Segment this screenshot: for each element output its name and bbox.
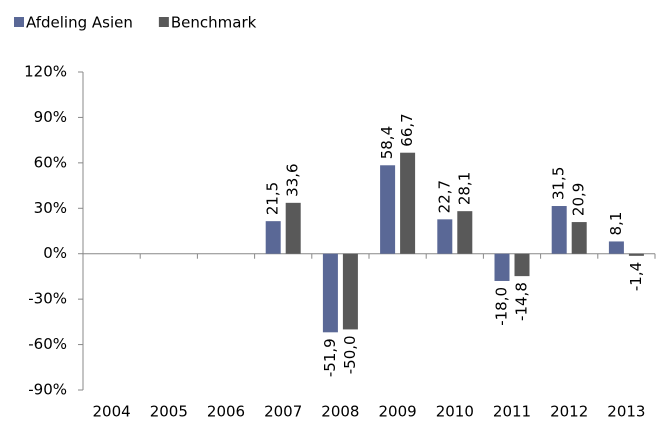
x-tick-label: 2008	[321, 403, 359, 421]
legend-swatch	[14, 17, 24, 27]
bar	[285, 202, 301, 254]
y-tick-label: -60%	[28, 335, 67, 353]
value-label: -14,8	[513, 282, 531, 321]
value-label: -18,0	[493, 287, 511, 326]
x-tick-label: 2005	[150, 403, 188, 421]
value-label: 22,7	[435, 180, 453, 213]
bar	[494, 253, 510, 281]
value-label: -1,4	[627, 262, 645, 291]
legend-label: Benchmark	[171, 14, 257, 32]
value-label: -51,9	[321, 338, 339, 377]
bar	[322, 253, 338, 333]
value-label: 21,5	[264, 182, 282, 215]
y-tick-label: -30%	[28, 290, 67, 308]
x-tick-label: 2012	[550, 403, 588, 421]
value-label: 31,5	[550, 167, 568, 200]
bar	[342, 253, 358, 330]
bar	[628, 253, 644, 256]
x-tick-label: 2006	[207, 403, 245, 421]
y-tick-label: -90%	[28, 381, 67, 399]
value-label: 66,7	[398, 113, 416, 146]
bar	[437, 219, 453, 254]
x-tick-label: 2009	[379, 403, 417, 421]
legend-swatch	[158, 17, 169, 27]
value-label: 28,1	[455, 172, 473, 205]
value-label: 58,4	[378, 126, 396, 159]
value-label: 33,6	[284, 163, 302, 196]
legend-label: Afdeling Asien	[26, 14, 133, 32]
bar	[514, 253, 530, 277]
x-tick-label: 2007	[264, 403, 302, 421]
x-tick-label: 2011	[493, 403, 531, 421]
bar	[608, 241, 624, 254]
y-tick-label: 30%	[34, 199, 67, 217]
x-tick-label: 2013	[607, 403, 645, 421]
y-tick-label: 120%	[24, 63, 67, 81]
bar	[457, 211, 473, 254]
x-tick-label: 2004	[93, 403, 131, 421]
y-tick-label: 60%	[34, 153, 67, 171]
y-tick-label: 0%	[43, 244, 67, 262]
bar	[400, 152, 416, 254]
bar	[265, 221, 281, 254]
value-label: -50,0	[341, 335, 359, 374]
bar	[380, 165, 396, 254]
value-label: 8,1	[607, 212, 625, 236]
bar	[571, 222, 587, 254]
x-tick-label: 2010	[436, 403, 474, 421]
bar	[551, 206, 567, 254]
value-label: 20,9	[570, 183, 588, 216]
y-tick-label: 90%	[34, 108, 67, 126]
